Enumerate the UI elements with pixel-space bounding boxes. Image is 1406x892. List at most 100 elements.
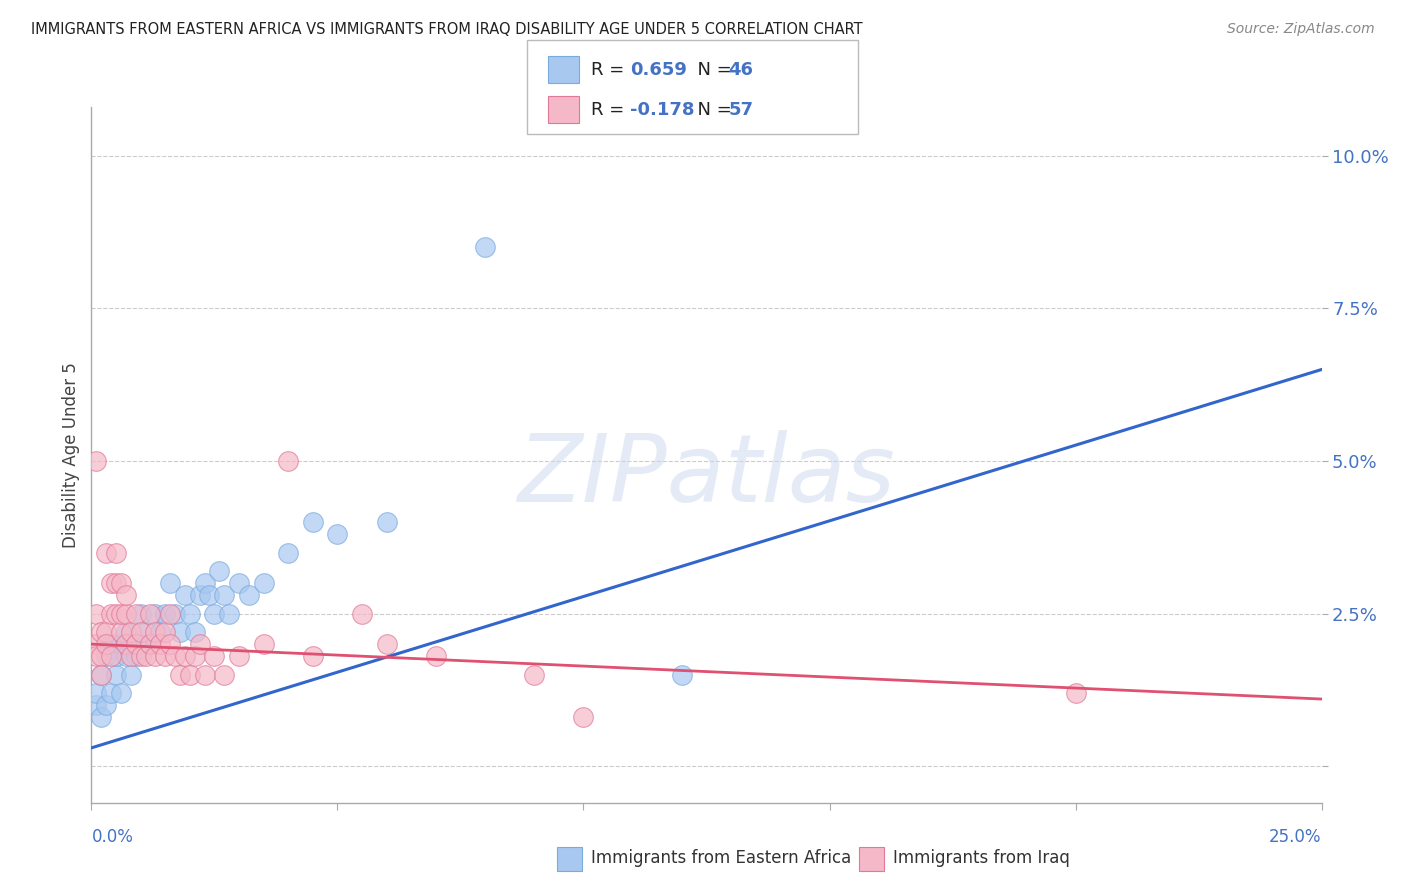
Point bbox=[149, 624, 172, 639]
Point bbox=[202, 607, 225, 621]
Point bbox=[375, 515, 398, 529]
Point bbox=[301, 649, 323, 664]
Point bbox=[145, 649, 166, 664]
Point bbox=[105, 649, 127, 664]
Point bbox=[96, 637, 117, 651]
Point bbox=[124, 637, 146, 651]
Text: Immigrants from Eastern Africa: Immigrants from Eastern Africa bbox=[591, 849, 851, 867]
Point bbox=[153, 624, 177, 639]
Point bbox=[174, 588, 197, 602]
Point bbox=[86, 698, 108, 713]
Text: 0.0%: 0.0% bbox=[91, 828, 134, 846]
Point bbox=[163, 649, 186, 664]
Point bbox=[193, 667, 217, 681]
Point bbox=[523, 667, 546, 681]
Point bbox=[110, 637, 132, 651]
Point bbox=[253, 576, 276, 591]
Text: 46: 46 bbox=[728, 61, 754, 78]
Point bbox=[159, 607, 181, 621]
Point bbox=[326, 527, 349, 541]
Point bbox=[110, 686, 132, 700]
Point bbox=[96, 624, 117, 639]
Point bbox=[86, 649, 108, 664]
Point bbox=[114, 588, 138, 602]
Point bbox=[105, 607, 127, 621]
Point bbox=[86, 454, 108, 468]
Point bbox=[183, 624, 207, 639]
Point bbox=[129, 607, 152, 621]
Point bbox=[145, 624, 166, 639]
Y-axis label: Disability Age Under 5: Disability Age Under 5 bbox=[62, 362, 80, 548]
Point bbox=[114, 649, 138, 664]
Point bbox=[114, 637, 138, 651]
Point bbox=[179, 667, 201, 681]
Point bbox=[169, 624, 191, 639]
Point bbox=[129, 649, 152, 664]
Point bbox=[352, 607, 374, 621]
Point bbox=[114, 624, 138, 639]
Point bbox=[188, 637, 211, 651]
Point bbox=[105, 667, 127, 681]
Point bbox=[120, 649, 142, 664]
Point bbox=[208, 564, 231, 578]
Point bbox=[301, 515, 323, 529]
Point bbox=[159, 576, 181, 591]
Point bbox=[110, 576, 132, 591]
Point bbox=[188, 588, 211, 602]
Point bbox=[169, 667, 191, 681]
Point bbox=[100, 649, 122, 664]
Point bbox=[671, 667, 693, 681]
Point bbox=[100, 607, 122, 621]
Point bbox=[90, 667, 112, 681]
Point bbox=[153, 649, 177, 664]
Point bbox=[100, 686, 122, 700]
Point bbox=[474, 240, 496, 254]
Point bbox=[183, 649, 207, 664]
Text: N =: N = bbox=[686, 61, 738, 78]
Text: IMMIGRANTS FROM EASTERN AFRICA VS IMMIGRANTS FROM IRAQ DISABILITY AGE UNDER 5 CO: IMMIGRANTS FROM EASTERN AFRICA VS IMMIGR… bbox=[31, 22, 862, 37]
Point bbox=[96, 698, 117, 713]
Point bbox=[174, 649, 197, 664]
Point bbox=[100, 637, 122, 651]
Point bbox=[90, 710, 112, 724]
Point bbox=[105, 576, 127, 591]
Point bbox=[124, 607, 146, 621]
Point bbox=[135, 624, 156, 639]
Text: R =: R = bbox=[591, 61, 630, 78]
Point bbox=[218, 607, 240, 621]
Point bbox=[425, 649, 447, 664]
Point bbox=[110, 624, 132, 639]
Text: 57: 57 bbox=[728, 101, 754, 119]
Point bbox=[90, 667, 112, 681]
Point bbox=[124, 649, 146, 664]
Point bbox=[129, 624, 152, 639]
Point bbox=[1064, 686, 1087, 700]
Point bbox=[90, 624, 112, 639]
Point bbox=[120, 624, 142, 639]
Point bbox=[277, 454, 299, 468]
Point bbox=[198, 588, 221, 602]
Point bbox=[139, 637, 162, 651]
Point bbox=[193, 576, 217, 591]
Point bbox=[105, 545, 127, 559]
Point bbox=[96, 649, 117, 664]
Text: ZIPatlas: ZIPatlas bbox=[517, 430, 896, 521]
Point bbox=[139, 607, 162, 621]
Point bbox=[135, 649, 156, 664]
Point bbox=[253, 637, 276, 651]
Point bbox=[86, 607, 108, 621]
Point bbox=[375, 637, 398, 651]
Point bbox=[572, 710, 595, 724]
Point bbox=[120, 637, 142, 651]
Point bbox=[129, 637, 152, 651]
Point bbox=[139, 637, 162, 651]
Point bbox=[149, 637, 172, 651]
Point bbox=[90, 649, 112, 664]
Point bbox=[96, 545, 117, 559]
Text: -0.178: -0.178 bbox=[630, 101, 695, 119]
Point bbox=[212, 667, 235, 681]
Point bbox=[100, 576, 122, 591]
Point bbox=[120, 667, 142, 681]
Point bbox=[110, 607, 132, 621]
Point bbox=[86, 637, 108, 651]
